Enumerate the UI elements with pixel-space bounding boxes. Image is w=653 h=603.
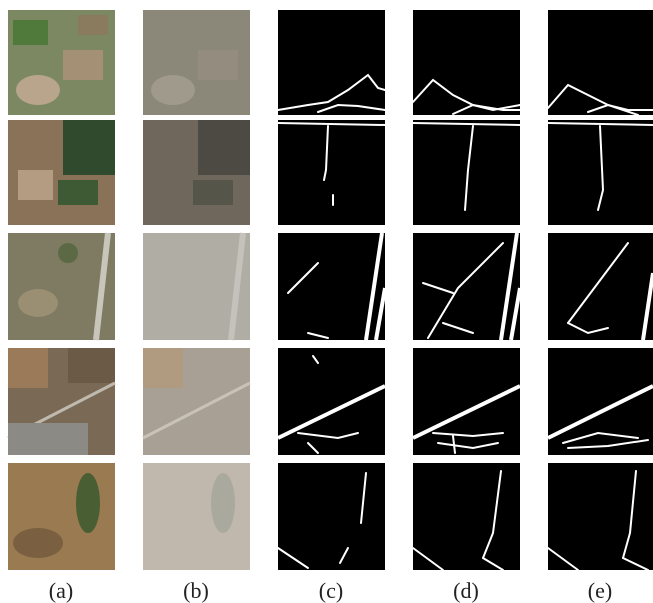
figure: (a) (b) (c) (d) (e)	[0, 0, 653, 603]
hazy-image	[143, 463, 250, 570]
road-mask	[278, 348, 385, 455]
column-label: (d)	[453, 578, 479, 603]
satellite-image	[8, 348, 115, 455]
road-mask	[278, 10, 385, 115]
satellite-image	[8, 463, 115, 570]
satellite-image	[8, 233, 115, 340]
hazy-image	[143, 233, 250, 340]
road-mask	[548, 233, 653, 340]
road-mask	[413, 10, 520, 115]
hazy-image	[143, 120, 250, 225]
column-label: (c)	[319, 578, 343, 603]
road-mask	[548, 348, 653, 455]
road-mask	[548, 120, 653, 225]
road-mask	[278, 233, 385, 340]
hazy-image	[143, 348, 250, 455]
road-mask	[413, 120, 520, 225]
road-mask	[413, 348, 520, 455]
column-label: (b)	[183, 578, 209, 603]
road-mask	[413, 463, 520, 570]
road-mask	[413, 233, 520, 340]
satellite-image	[8, 10, 115, 115]
road-mask	[278, 463, 385, 570]
column-label: (e)	[588, 578, 612, 603]
road-mask	[278, 120, 385, 225]
road-mask	[548, 463, 653, 570]
hazy-image	[143, 10, 250, 115]
column-label: (a)	[49, 578, 73, 603]
satellite-image	[8, 120, 115, 225]
road-mask	[548, 10, 653, 115]
